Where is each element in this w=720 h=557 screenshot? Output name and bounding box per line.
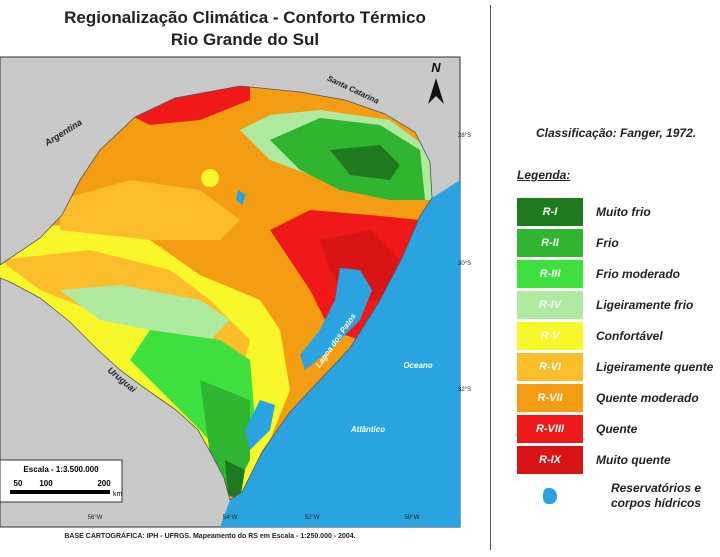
place-label: N: [431, 60, 441, 75]
legend-swatch: R-IX: [517, 446, 583, 474]
legend-swatch: R-VI: [517, 353, 583, 381]
scale-tick: 200: [97, 479, 111, 488]
subtitle: Rio Grande do Sul: [170, 30, 320, 49]
lon-label: 50°W: [405, 515, 420, 521]
legend-label: Muito quente: [596, 453, 671, 467]
title: Regionalização Climática - Conforto Térm…: [64, 8, 426, 27]
legend-label: Muito frio: [596, 205, 651, 219]
legend-label: Quente: [596, 422, 638, 436]
scale-title: Escala - 1:3.500.000: [23, 465, 99, 474]
legend-label: Frio: [596, 236, 619, 250]
scale-bar: [10, 490, 110, 494]
water-label: Reservatórios e corpos hídricos: [610, 481, 702, 510]
lat-label: 32°S: [458, 387, 471, 393]
lat-label: 28°S: [458, 133, 471, 139]
legend-swatch: R-I: [517, 198, 583, 226]
place-label: Atlântico: [350, 425, 385, 434]
legend-swatch: R-III: [517, 260, 583, 288]
legend-swatch: R-IV: [517, 291, 583, 319]
credit: BASE CARTOGRÁFICA: IPH - UFRGS. Mapeamen…: [64, 531, 355, 540]
legend-swatch: R-VIII: [517, 415, 583, 443]
scale-box: [0, 459, 123, 503]
water-icon: [543, 488, 557, 504]
divider: [490, 5, 491, 550]
scale-tick: 50: [14, 479, 23, 488]
lon-label: 54°W: [223, 515, 238, 521]
place-label: Oceano: [403, 361, 432, 370]
state-border: [0, 85, 433, 501]
legend-label: Confortável: [596, 329, 663, 343]
legend-swatch: R-V: [517, 322, 583, 350]
lat-label: 30°S: [458, 261, 471, 267]
scale-tick: 100: [39, 479, 53, 488]
legend-label: Frio moderado: [596, 267, 681, 281]
classification: Classificação: Fanger, 1972.: [536, 126, 697, 140]
ocean: [220, 180, 460, 527]
scale-unit: km: [113, 491, 123, 498]
legend-swatch: R-VII: [517, 384, 583, 412]
legend-title: Legenda:: [517, 168, 571, 182]
lon-label: 56°W: [88, 515, 103, 521]
legend-label: Quente moderado: [596, 391, 699, 405]
legend-swatch: R-II: [517, 229, 583, 257]
north-arrow: [428, 78, 444, 104]
legend-label: Ligeiramente frio: [596, 298, 694, 312]
lon-label: 52°W: [305, 515, 320, 521]
legend-label: Ligeiramente quente: [596, 360, 714, 374]
